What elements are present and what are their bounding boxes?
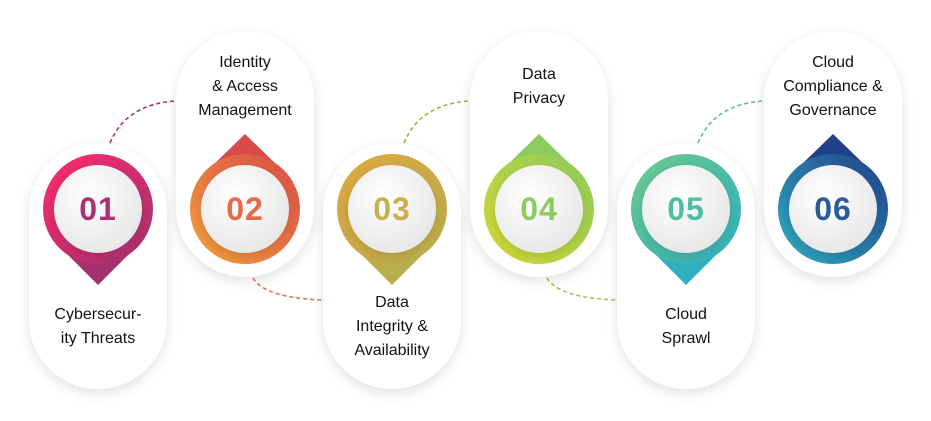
label-line: Management: [198, 102, 292, 119]
step-number: 03: [373, 191, 411, 227]
label-line: Integrity &: [355, 318, 429, 335]
dashed-connector: [697, 100, 765, 144]
step-marker-06: [778, 134, 888, 264]
markers: [43, 134, 888, 285]
step-label: Cloud Sprawl: [616, 303, 756, 351]
step-number: 01: [79, 191, 117, 227]
step-marker-01: [43, 154, 153, 285]
dashed-connector: [109, 100, 177, 144]
dashed-connector: [403, 100, 471, 144]
marker-center: [201, 165, 289, 253]
label-line: & Access: [212, 78, 278, 95]
label-line: Sprawl: [661, 330, 711, 347]
label-line: Cloud: [812, 54, 854, 71]
step-marker-05: [631, 154, 741, 285]
step-number: 04: [520, 191, 558, 227]
step-marker-03: [337, 154, 447, 285]
step-number: 06: [814, 191, 852, 227]
step-label: Cybersecur-ity Threats: [28, 303, 168, 351]
label-line: Cloud: [665, 306, 707, 323]
step-label: Data Integrity & Availability: [322, 291, 462, 363]
dashed-connector: [252, 277, 324, 301]
marker-center: [495, 165, 583, 253]
step-label: Data Privacy: [469, 63, 609, 111]
step-marker-02: [190, 134, 300, 264]
label-line: Identity: [219, 54, 271, 71]
step-number: 05: [667, 191, 705, 227]
label-line: Privacy: [512, 90, 566, 107]
step-number: 02: [226, 191, 264, 227]
step-marker-04: [484, 134, 594, 264]
label-line: Governance: [789, 102, 877, 119]
marker-center: [54, 165, 142, 253]
marker-center: [789, 165, 877, 253]
step-label: Identity & Access Management: [175, 51, 315, 123]
dashed-connector: [546, 277, 618, 301]
step-label: Cloud Compliance & Governance: [763, 51, 903, 123]
label-line: Cybersecur-: [54, 306, 142, 323]
label-line: Availability: [354, 342, 430, 359]
connectors: [109, 100, 765, 301]
label-line: Data: [522, 66, 556, 83]
label-line: ity Threats: [60, 330, 136, 347]
label-line: Compliance &: [783, 78, 883, 95]
marker-center: [348, 165, 436, 253]
label-line: Data: [375, 294, 409, 311]
marker-center: [642, 165, 730, 253]
